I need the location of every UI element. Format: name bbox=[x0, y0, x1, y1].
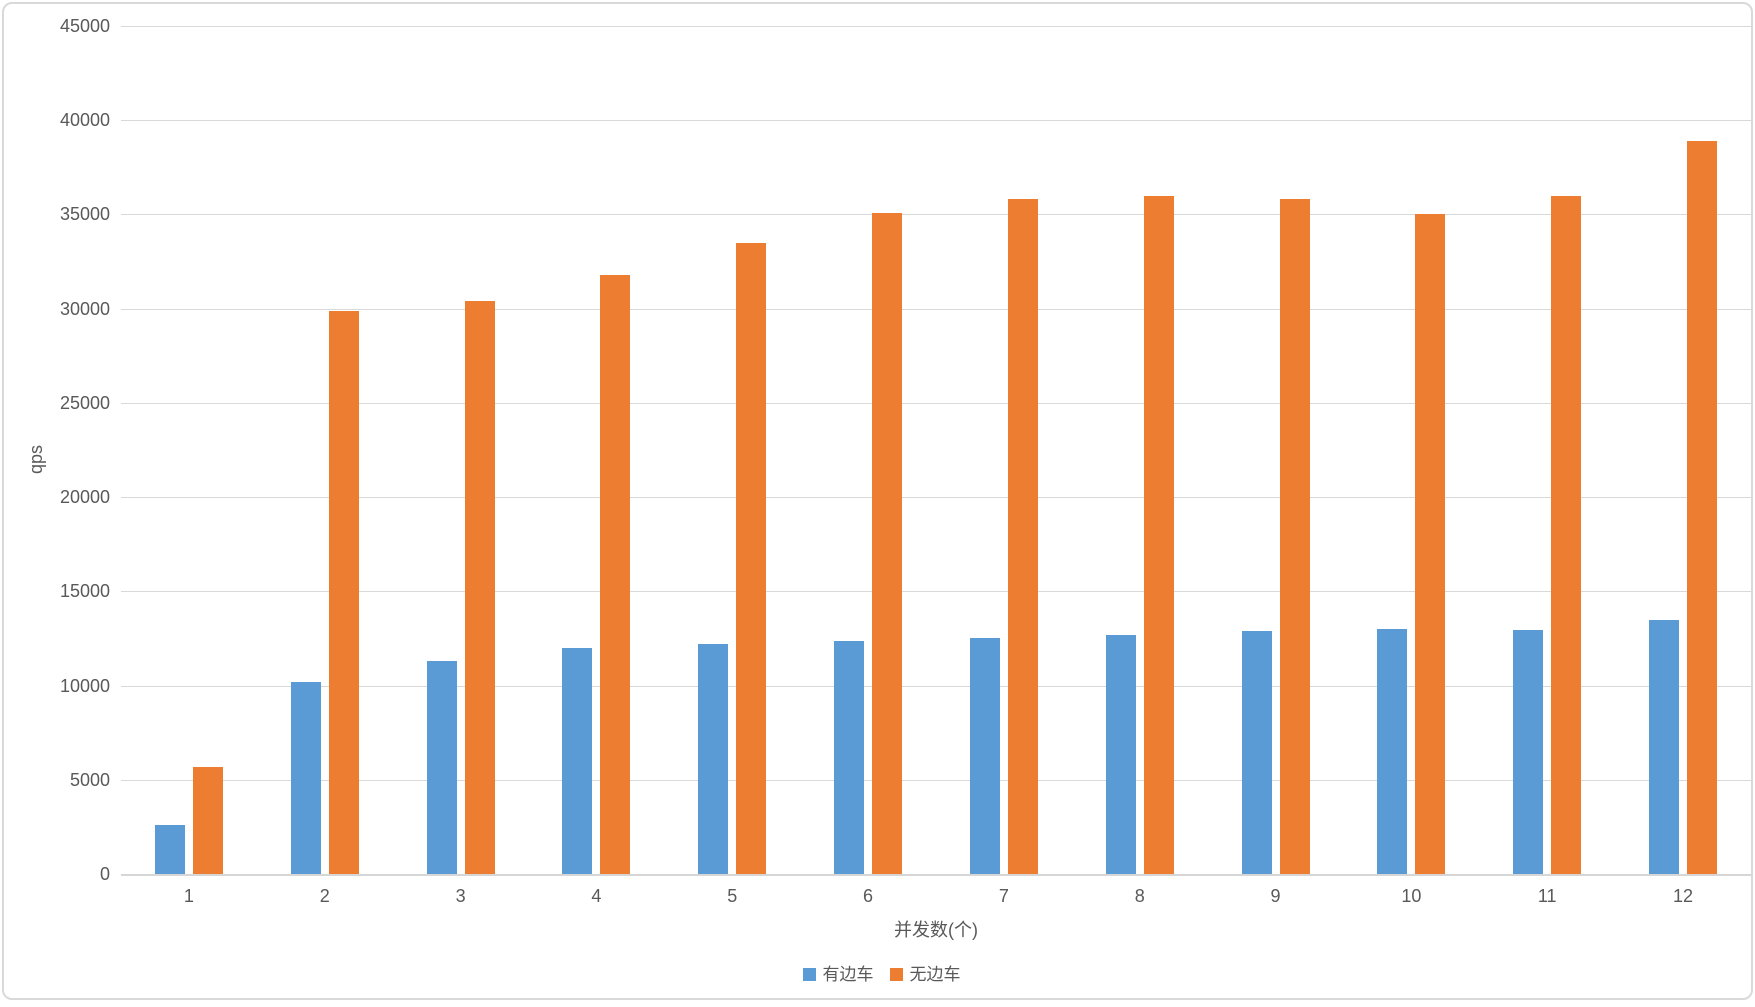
bar-series-1-cat-5 bbox=[736, 242, 767, 874]
x-axis-baseline bbox=[121, 874, 1751, 876]
bar-series-0-cat-9 bbox=[1241, 630, 1272, 874]
gridline bbox=[121, 497, 1751, 499]
x-tick-label: 8 bbox=[1134, 886, 1145, 906]
x-tick-label: 4 bbox=[591, 886, 602, 906]
gridline bbox=[121, 120, 1751, 122]
bar-group-11 bbox=[1479, 26, 1615, 874]
bar-series-0-cat-8 bbox=[1105, 634, 1136, 874]
gridline bbox=[121, 591, 1751, 593]
gridline bbox=[121, 402, 1751, 404]
bar-series-1-cat-6 bbox=[872, 212, 903, 874]
bar-series-1-cat-11 bbox=[1551, 195, 1582, 874]
legend-swatch-icon bbox=[889, 968, 903, 981]
y-tick-label: 5000 bbox=[69, 769, 110, 790]
legend-item-series-0: 有边车 bbox=[802, 965, 874, 984]
x-tick-label: 9 bbox=[1270, 886, 1281, 906]
x-tick-label: 11 bbox=[1537, 886, 1557, 906]
bar-series-0-cat-6 bbox=[834, 641, 865, 874]
y-tick-label: 10000 bbox=[59, 675, 110, 696]
bar-group-10 bbox=[1343, 26, 1479, 874]
y-tick-label: 20000 bbox=[59, 487, 110, 508]
y-tick-label: 15000 bbox=[59, 581, 110, 602]
y-tick-label: 45000 bbox=[59, 16, 110, 36]
x-axis-title: 并发数(个) bbox=[894, 920, 978, 940]
legend-label: 有边车 bbox=[822, 965, 874, 984]
bar-series-1-cat-7 bbox=[1007, 199, 1038, 874]
legend-swatch-icon bbox=[802, 968, 816, 981]
gridline bbox=[121, 214, 1751, 216]
gridline bbox=[121, 308, 1751, 310]
legend-label: 无边车 bbox=[909, 965, 961, 984]
bar-series-0-cat-4 bbox=[562, 647, 593, 874]
x-tick-label: 7 bbox=[998, 886, 1009, 906]
bar-group-12 bbox=[1615, 26, 1751, 874]
bar-series-1-cat-1 bbox=[192, 766, 223, 874]
legend: 有边车 无边车 bbox=[4, 966, 1755, 983]
bar-series-1-cat-8 bbox=[1143, 195, 1174, 874]
bar-series-0-cat-11 bbox=[1513, 629, 1544, 874]
bar-series-0-cat-10 bbox=[1377, 629, 1408, 874]
bar-series-1-cat-9 bbox=[1279, 199, 1310, 874]
bar-series-1-cat-12 bbox=[1687, 140, 1718, 874]
y-axis-title: qps bbox=[26, 444, 47, 475]
gridline bbox=[121, 779, 1751, 781]
bar-series-0-cat-1 bbox=[154, 825, 185, 874]
bar-series-1-cat-3 bbox=[464, 301, 495, 874]
legend-item-series-1: 无边车 bbox=[889, 965, 961, 984]
bar-series-0-cat-12 bbox=[1649, 619, 1680, 874]
plot-area bbox=[121, 26, 1751, 876]
bar-group-8 bbox=[1072, 26, 1208, 874]
bar-group-5 bbox=[664, 26, 800, 874]
y-tick-label: 30000 bbox=[59, 298, 110, 319]
gridline bbox=[121, 685, 1751, 687]
x-tick-label: 1 bbox=[183, 886, 194, 906]
y-tick-label: 35000 bbox=[59, 204, 110, 225]
bar-series-1-cat-10 bbox=[1415, 214, 1446, 874]
bar-series-1-cat-2 bbox=[328, 310, 359, 874]
bars-layer bbox=[121, 26, 1751, 874]
x-tick-label: 12 bbox=[1673, 886, 1694, 906]
bar-group-1 bbox=[121, 26, 257, 874]
bar-group-6 bbox=[800, 26, 936, 874]
bar-group-4 bbox=[528, 26, 664, 874]
bar-series-0-cat-2 bbox=[290, 681, 321, 874]
x-tick-label: 3 bbox=[455, 886, 466, 906]
bar-group-3 bbox=[393, 26, 529, 874]
bar-group-9 bbox=[1208, 26, 1344, 874]
bar-group-7 bbox=[936, 26, 1072, 874]
bar-series-0-cat-5 bbox=[698, 644, 729, 874]
y-tick-label: 40000 bbox=[59, 110, 110, 131]
y-tick-label: 25000 bbox=[59, 392, 110, 413]
x-axis-tick-labels: 1 2 3 4 5 6 7 8 9 10 11 12 bbox=[121, 884, 1751, 908]
bar-series-0-cat-7 bbox=[969, 637, 1000, 874]
y-tick-label: 0 bbox=[99, 864, 110, 884]
x-tick-label: 6 bbox=[863, 886, 874, 906]
gridline bbox=[121, 26, 1751, 27]
x-tick-label: 5 bbox=[727, 886, 738, 906]
x-tick-label: 10 bbox=[1401, 886, 1422, 906]
bar-series-1-cat-4 bbox=[600, 274, 631, 874]
x-tick-label: 2 bbox=[319, 886, 330, 906]
bar-series-0-cat-3 bbox=[426, 661, 457, 874]
bar-group-2 bbox=[257, 26, 393, 874]
